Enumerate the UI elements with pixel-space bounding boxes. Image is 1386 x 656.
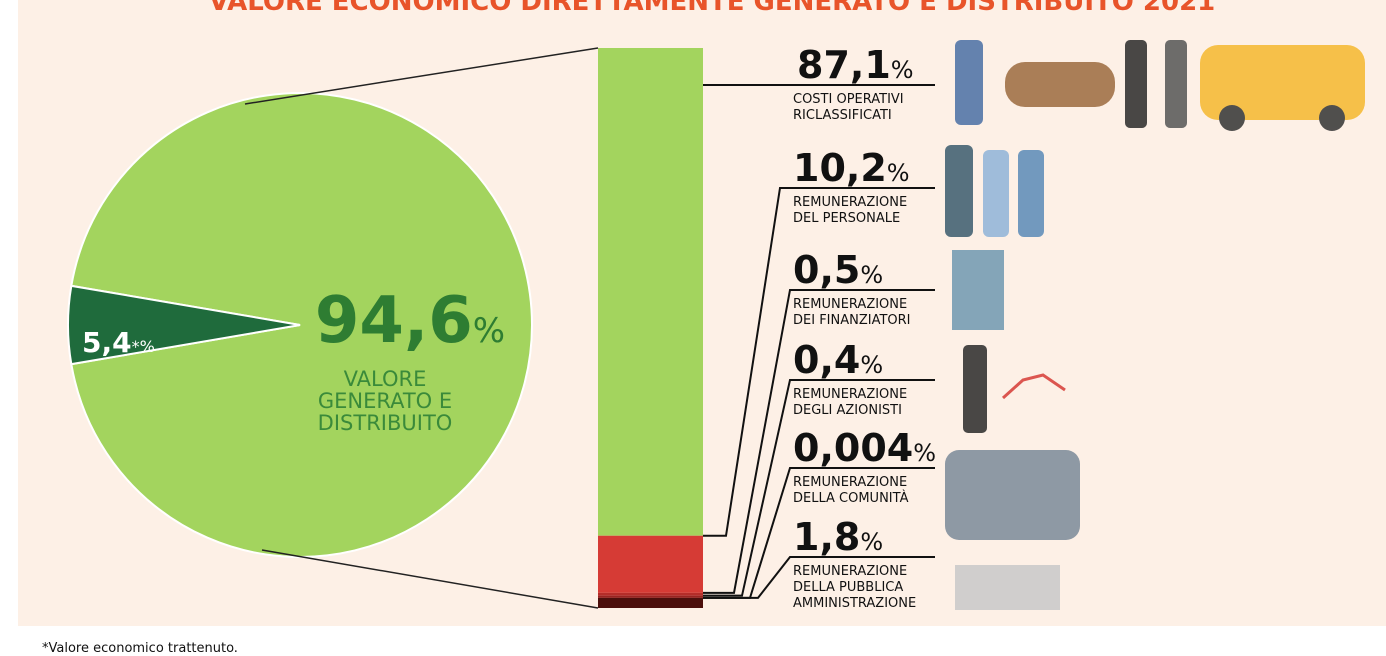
bar-segment [598,535,703,593]
pie-slice [70,92,533,558]
bar-category: DELLA PUBBLICA [793,580,903,595]
bar-category: DEL PERSONALE [793,211,900,226]
pie-value-label: 94,6% [315,284,505,358]
leader-line [703,187,935,537]
icons [945,40,1365,610]
bar-value-label: 1,8% [793,515,883,559]
bar-category: AMMINISTRAZIONE [793,596,916,611]
bar-category: RICLASSIFICATI [793,108,892,123]
pie-category: GENERATO E [318,389,452,413]
pie-category: DISTRIBUITO [318,411,453,435]
pie-slice [67,284,301,366]
bar-category: DELLA COMUNITÀ [793,490,909,506]
title: VALORE ECONOMICO DIRETTAMENTE GENERATO E… [209,0,1216,17]
bar-value-label: 0,4% [793,338,883,382]
bar-category: REMUNERAZIONE [793,195,907,210]
bar-segment [598,48,703,536]
pie-value-label: 5,4*% [82,326,155,359]
bar-category: REMUNERAZIONE [793,564,907,579]
bar-category: COSTI OPERATIVI [793,92,904,107]
bar-category: REMUNERAZIONE [793,387,907,402]
leader-line [703,379,935,597]
connector [244,47,599,105]
bar-value-label: 0,004% [793,426,936,470]
bar-category: DEGLI AZIONISTI [793,403,902,418]
bar-segment [598,592,703,596]
bar-category: REMUNERAZIONE [793,297,907,312]
bar-value-label: 0,5% [793,248,883,292]
connector [261,549,599,609]
bar-segment [598,597,703,608]
footnote: *Valore economico trattenuto. [42,641,238,656]
pie-category: VALORE [344,367,427,391]
bar-category: REMUNERAZIONE [793,475,907,490]
bar-category: DEI FINANZIATORI [793,313,911,328]
bar-segment [598,595,703,598]
leader-line [703,556,935,599]
leader-line [703,289,935,594]
bar-value-label: 87,1% [797,43,914,87]
bar-value-label: 10,2% [793,146,910,190]
